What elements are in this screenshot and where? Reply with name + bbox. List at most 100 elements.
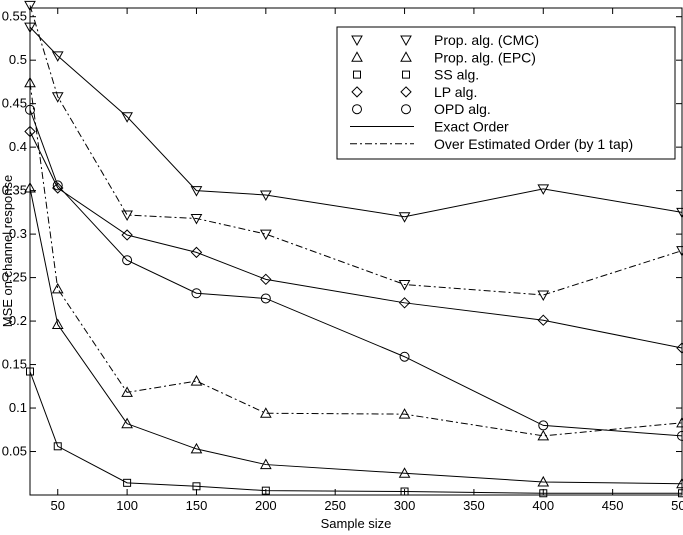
- y-tick-label: 0.05: [2, 444, 27, 459]
- marker-square: [402, 70, 410, 79]
- marker-triangle-up: [676, 477, 683, 489]
- marker-diamond: [190, 246, 203, 259]
- marker-triangle-up: [121, 386, 133, 397]
- marker-triangle-up: [398, 408, 411, 419]
- y-tick-label: 0.45: [2, 96, 27, 111]
- marker-triangle-up: [259, 458, 272, 470]
- marker-square: [123, 478, 132, 487]
- y-tick-label: 0.4: [9, 139, 27, 154]
- marker-triangle-down: [537, 290, 550, 302]
- marker-diamond: [121, 229, 133, 241]
- series-line-0: [29, 26, 683, 218]
- x-tick-label: 400: [532, 498, 554, 513]
- marker-circle: [352, 104, 362, 115]
- series-lines: [29, 5, 683, 494]
- marker-square: [192, 482, 201, 491]
- marker-triangle-down: [259, 229, 272, 241]
- y-tick-label: 0.1: [9, 400, 27, 415]
- marker-triangle-down: [24, 0, 36, 12]
- marker-diamond: [52, 182, 64, 194]
- marker-circle: [399, 351, 410, 362]
- series-line-6: [29, 109, 683, 437]
- series-line-4: [29, 371, 682, 494]
- marker-triangle-down: [400, 35, 412, 47]
- y-tick-label: 0.55: [2, 9, 27, 24]
- marker-triangle-down: [351, 35, 363, 47]
- y-tick-label: 0.5: [9, 52, 27, 67]
- marker-circle: [52, 180, 63, 191]
- legend-label: Exact Order: [434, 119, 509, 135]
- marker-triangle-down: [398, 280, 411, 291]
- marker-triangle-up: [51, 318, 64, 330]
- marker-triangle-down: [121, 112, 133, 123]
- marker-diamond: [676, 342, 683, 354]
- marker-diamond: [400, 86, 412, 98]
- marker-triangle-down: [676, 207, 683, 219]
- marker-triangle-down: [676, 246, 683, 257]
- x-tick-label: 150: [186, 498, 208, 513]
- marker-diamond: [260, 273, 272, 286]
- marker-diamond: [24, 125, 36, 138]
- series-line-2: [29, 187, 683, 485]
- axis-ticks: 50 100 150 200 250 300 350 400 450 500 0.05 0.1 0.15…: [2, 8, 683, 513]
- marker-triangle-up: [121, 417, 133, 429]
- marker-triangle-up: [537, 429, 550, 441]
- series-markers: [24, 0, 683, 498]
- series-line-5: [29, 131, 683, 349]
- marker-triangle-down: [259, 190, 272, 202]
- x-tick-label: 100: [116, 498, 138, 513]
- marker-square: [678, 489, 683, 498]
- x-axis-label: Sample size: [321, 516, 392, 531]
- y-tick-label: 0.3: [9, 226, 27, 241]
- marker-circle: [401, 104, 411, 115]
- y-tick-label: 0.25: [2, 270, 27, 285]
- x-tick-label: 350: [463, 498, 485, 513]
- x-tick-label: 300: [394, 498, 416, 513]
- marker-triangle-up: [190, 442, 203, 454]
- x-tick-label: 450: [602, 498, 624, 513]
- marker-triangle-down: [121, 210, 133, 222]
- marker-triangle-up: [51, 282, 64, 294]
- x-tick-label: 50: [51, 498, 65, 513]
- marker-square: [539, 489, 548, 498]
- marker-triangle-down: [24, 22, 36, 34]
- marker-triangle-up: [259, 407, 272, 418]
- legend-label: Prop. alg. (CMC): [434, 32, 539, 48]
- marker-triangle-up: [400, 51, 412, 62]
- y-tick-label: 0.35: [2, 183, 27, 198]
- marker-square: [400, 487, 409, 496]
- x-tick-label: 200: [255, 498, 277, 513]
- marker-triangle-up: [190, 375, 203, 386]
- legend-label: OPD alg.: [434, 101, 491, 117]
- y-tick-label: 0.15: [2, 357, 27, 372]
- legend-label: LP alg.: [434, 84, 477, 100]
- marker-triangle-down: [51, 51, 64, 62]
- x-tick-label: 250: [324, 498, 346, 513]
- marker-triangle-down: [51, 92, 64, 103]
- marker-square: [26, 367, 34, 376]
- marker-triangle-up: [537, 475, 550, 487]
- marker-triangle-up: [398, 467, 411, 478]
- marker-square: [53, 442, 62, 451]
- y-tick-label: 0.2: [9, 313, 27, 328]
- legend-box: [336, 26, 676, 160]
- marker-circle: [122, 255, 133, 266]
- marker-triangle-down: [190, 186, 203, 197]
- marker-triangle-up: [351, 51, 363, 62]
- legend-label: Prop. alg. (EPC): [434, 49, 536, 65]
- marker-circle: [25, 104, 35, 115]
- marker-square: [353, 70, 361, 79]
- marker-triangle-down: [537, 184, 550, 195]
- marker-triangle-up: [676, 416, 683, 428]
- marker-diamond: [398, 297, 411, 309]
- marker-triangle-up: [24, 181, 36, 193]
- series-line-1: [29, 5, 683, 296]
- marker-circle: [677, 430, 683, 441]
- marker-circle: [538, 420, 549, 431]
- y-axis-label: MSE on channel response: [0, 175, 15, 327]
- marker-triangle-down: [398, 212, 411, 223]
- marker-square: [261, 486, 270, 495]
- marker-circle: [260, 293, 271, 304]
- marker-triangle-up: [24, 76, 36, 88]
